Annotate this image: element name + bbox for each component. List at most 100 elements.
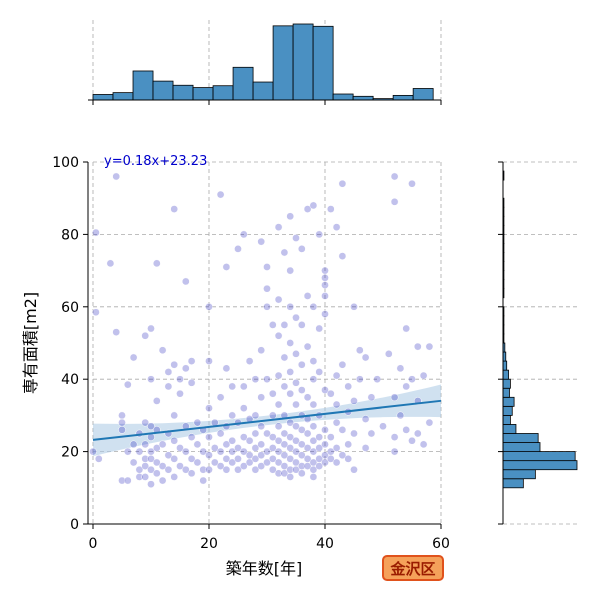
scatter-point	[118, 418, 126, 427]
y-hist-bar	[502, 396, 515, 407]
scatter-point	[286, 368, 295, 376]
scatter-point	[286, 418, 295, 427]
scatter-point	[118, 411, 126, 420]
regression-equation: y=0.18x+23.23	[104, 154, 207, 169]
scatter-point	[373, 375, 382, 384]
y-tick-label: 100	[52, 155, 79, 171]
scatter-point	[355, 375, 364, 384]
scatter-point	[251, 444, 260, 452]
scatter-point	[280, 440, 289, 449]
scatter-point	[332, 458, 341, 467]
scatter-point	[89, 447, 97, 456]
scatter-point	[390, 393, 399, 402]
scatter-point	[263, 302, 271, 311]
scatter-point	[181, 277, 190, 286]
scatter-point	[280, 382, 289, 391]
scatter-point	[193, 440, 202, 449]
scatter-point	[245, 436, 254, 445]
scatter-point	[129, 440, 138, 449]
scatter-point	[315, 444, 324, 452]
scatter-point	[181, 447, 190, 456]
scatter-point	[257, 393, 266, 402]
y-hist-bar	[502, 378, 511, 389]
y-hist-bar	[502, 451, 576, 462]
scatter-point	[164, 382, 173, 391]
scatter-point	[251, 375, 260, 384]
scatter-point	[263, 284, 271, 293]
x-hist-bar	[292, 23, 314, 101]
scatter-point	[147, 375, 155, 384]
scatter-point	[92, 228, 100, 237]
y-tick-label: 40	[61, 372, 79, 388]
scatter-point	[297, 245, 306, 253]
scatter-point	[286, 339, 295, 347]
scatter-point	[228, 458, 237, 467]
scatter-point	[263, 447, 271, 456]
scatter-point	[338, 426, 347, 434]
scatter-point	[141, 418, 150, 427]
scatter-point	[123, 447, 132, 456]
x-hist-bar	[172, 84, 194, 101]
scatter-point	[141, 331, 150, 340]
scatter-point	[321, 458, 329, 467]
scatter-point	[152, 469, 161, 478]
x-hist-bar	[312, 25, 334, 101]
scatter-point	[222, 263, 231, 271]
scatter-point	[280, 248, 289, 257]
x-tick-label: 60	[432, 536, 450, 552]
scatter-point	[321, 281, 329, 289]
scatter-point	[147, 454, 155, 463]
scatter-point	[228, 411, 237, 420]
scatter-point	[274, 447, 283, 456]
scatter-point	[251, 429, 260, 438]
scatter-point	[303, 205, 312, 213]
scatter-point	[297, 426, 306, 434]
scatter-point	[158, 440, 167, 449]
scatter-point	[135, 473, 144, 481]
y-hist-bar	[502, 433, 539, 443]
scatter-point	[94, 454, 103, 463]
scatter-point	[326, 389, 335, 398]
scatter-point	[152, 397, 161, 405]
scatter-point	[390, 197, 399, 206]
scatter-point	[193, 418, 202, 427]
scatter-point	[274, 469, 283, 478]
scatter-point	[274, 331, 283, 340]
scatter-point	[286, 473, 295, 481]
scatter-point	[123, 476, 132, 485]
scatter-point	[413, 342, 422, 351]
scatter-point	[384, 350, 393, 358]
scatter-point	[210, 458, 219, 467]
scatter-point	[274, 422, 283, 431]
scatter-point	[147, 480, 155, 489]
scatter-point	[268, 411, 277, 420]
scatter-point	[222, 440, 231, 449]
scatter-point	[292, 350, 300, 358]
x-tick-label: 40	[316, 536, 334, 552]
scatter-point	[222, 364, 231, 373]
scatter-point	[379, 422, 387, 431]
y-tick-label: 60	[61, 300, 79, 316]
scatter-point	[321, 292, 329, 300]
scatter-point	[286, 454, 295, 463]
scatter-point	[147, 422, 155, 431]
scatter-point	[321, 266, 329, 275]
scatter-point	[176, 375, 184, 384]
scatter-point	[158, 346, 167, 355]
scatter-point	[309, 375, 318, 384]
scatter-point	[338, 252, 347, 260]
scatter-point	[181, 465, 190, 474]
scatter-point	[176, 389, 184, 398]
scatter-point	[332, 223, 341, 232]
scatter-point	[425, 418, 434, 427]
scatter-point	[112, 172, 121, 181]
x-hist-bar	[352, 95, 374, 101]
scatter-point	[350, 302, 358, 311]
scatter-point	[303, 342, 312, 351]
scatter-point	[129, 458, 138, 467]
scatter-point	[216, 447, 225, 456]
scatter-point	[268, 465, 277, 474]
scatter-point	[286, 433, 295, 441]
scatter-point	[205, 404, 213, 413]
y-hist-bar	[502, 369, 509, 380]
